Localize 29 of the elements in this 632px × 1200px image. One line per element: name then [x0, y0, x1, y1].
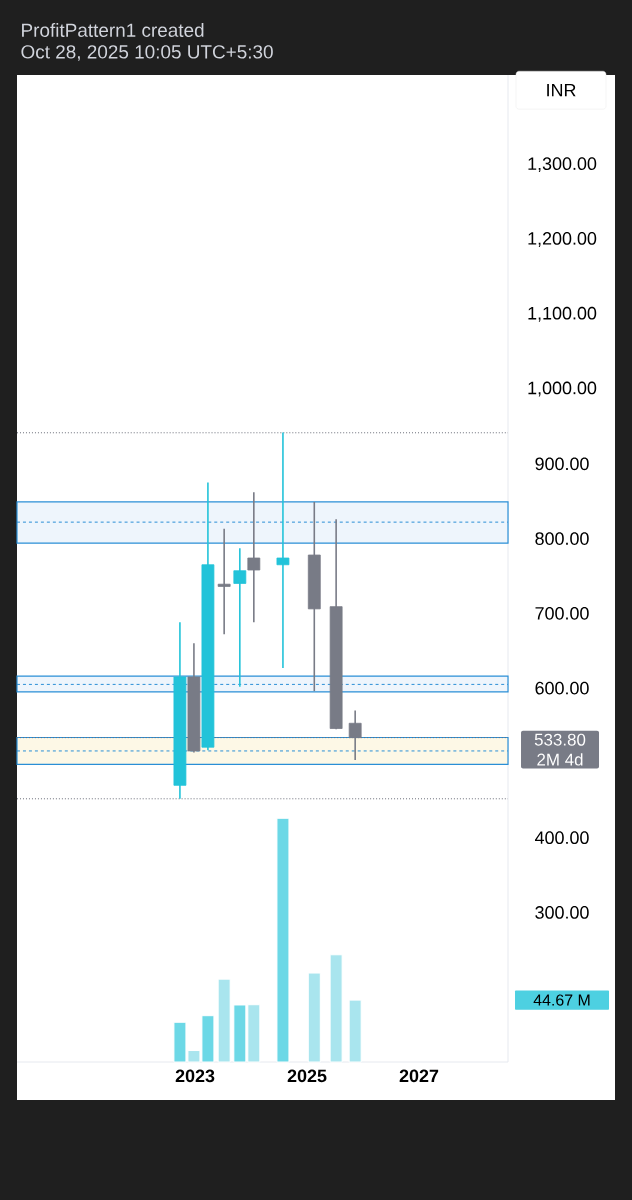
bar [276, 817, 290, 1063]
y-tick-label: 900.00 [535, 457, 589, 471]
y-axis-title: INR [547, 84, 576, 97]
y-tick-label: 700.00 [535, 607, 589, 620]
bar [329, 954, 343, 1063]
x-tick-label: 2025 [287, 1069, 327, 1083]
y-tick-label: 1,100.00 [528, 306, 597, 322]
candlestick [276, 431, 290, 669]
y-tick-label: 300.00 [535, 906, 589, 919]
bar [217, 978, 231, 1063]
y-tick-label: 1,300.00 [528, 157, 597, 173]
y-tick-label: 600.00 [535, 681, 589, 695]
text: 44.67 M [533, 994, 590, 1006]
chart-subtitle: Oct 28, 2025 10:05 UTC+5:30 [21, 45, 273, 61]
y-tick-label: 1,200.00 [528, 232, 597, 247]
y-tick-label: 800.00 [535, 532, 589, 545]
chart-title: ProfitPattern1 created [22, 23, 204, 37]
x-tick-label: 2027 [399, 1069, 439, 1083]
candlestick [217, 528, 231, 636]
candlestick [247, 491, 261, 624]
bar [348, 999, 362, 1063]
bar [307, 972, 321, 1063]
candlestick [348, 709, 362, 761]
y-tick-label: 1,000.00 [528, 381, 597, 397]
text: 2M 4d [537, 753, 583, 766]
y-tick-label: 400.00 [534, 831, 589, 845]
candlestick [233, 547, 247, 688]
ref-line-label: 533.80 [534, 733, 586, 746]
x-tick-label: 2023 [175, 1069, 215, 1083]
